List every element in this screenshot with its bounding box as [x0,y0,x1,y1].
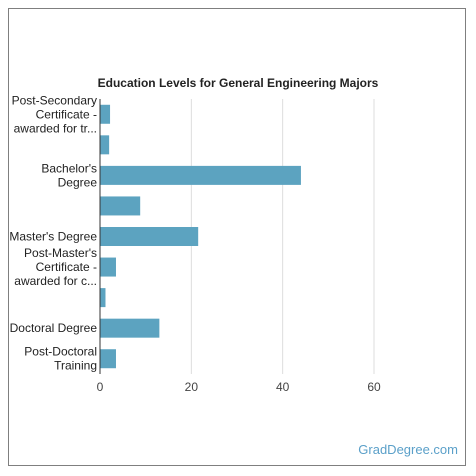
bar [100,227,199,246]
category-label: Certificate - [36,260,97,274]
bar [100,349,116,369]
category-label: Bachelor's [41,161,97,175]
x-tick-label: 40 [276,380,290,394]
bar [100,135,110,155]
bar [100,165,301,185]
category-label: Certificate - [36,107,97,121]
x-axis-ticks: 0 20 40 60 [97,380,381,394]
bar [100,257,116,277]
chart-frame: Education Levels for General Engineering… [8,8,466,466]
x-tick-label: 60 [367,380,381,394]
category-label: awarded for tr... [14,121,97,135]
category-label: Post-Master's [24,246,97,260]
category-label: Post-Secondary [12,93,97,107]
category-label: Training [54,359,97,373]
category-label: Doctoral Degree [10,321,98,335]
category-label: Degree [58,175,98,189]
bar [100,318,160,338]
x-tick-label: 0 [97,380,104,394]
bars [100,104,301,369]
chart-title: Education Levels for General Engineering… [97,76,379,90]
category-label: Post-Doctoral [24,345,97,359]
bar [100,288,106,308]
category-label: awarded for c... [14,274,97,288]
bar [100,104,111,124]
brand-watermark: GradDegree.com [358,442,458,457]
category-label: Master's Degree [9,230,97,244]
bar [100,196,141,216]
gridlines [190,99,375,374]
x-tick-label: 20 [185,380,199,394]
